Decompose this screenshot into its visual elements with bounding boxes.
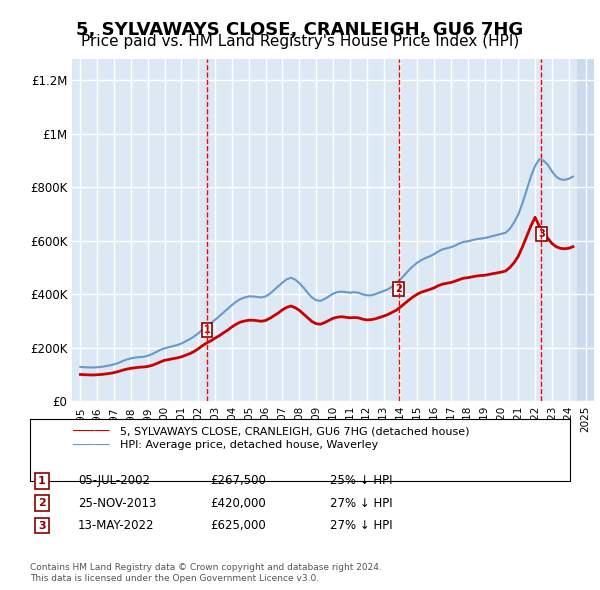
Text: £625,000: £625,000 bbox=[210, 519, 266, 532]
Text: £267,500: £267,500 bbox=[210, 474, 266, 487]
Text: 25% ↓ HPI: 25% ↓ HPI bbox=[330, 474, 392, 487]
Text: 1: 1 bbox=[38, 476, 46, 486]
Text: 3: 3 bbox=[38, 521, 46, 530]
Text: HPI: Average price, detached house, Waverley: HPI: Average price, detached house, Wave… bbox=[120, 441, 378, 450]
Text: 25-NOV-2013: 25-NOV-2013 bbox=[78, 497, 157, 510]
Text: Contains HM Land Registry data © Crown copyright and database right 2024.
This d: Contains HM Land Registry data © Crown c… bbox=[30, 563, 382, 583]
Text: 05-JUL-2002: 05-JUL-2002 bbox=[78, 474, 150, 487]
Text: 2: 2 bbox=[38, 499, 46, 508]
Text: 5, SYLVAWAYS CLOSE, CRANLEIGH, GU6 7HG: 5, SYLVAWAYS CLOSE, CRANLEIGH, GU6 7HG bbox=[76, 21, 524, 39]
Text: 2: 2 bbox=[395, 284, 402, 294]
Text: 5, SYLVAWAYS CLOSE, CRANLEIGH, GU6 7HG (detached house): 5, SYLVAWAYS CLOSE, CRANLEIGH, GU6 7HG (… bbox=[120, 427, 470, 437]
Text: 27% ↓ HPI: 27% ↓ HPI bbox=[330, 497, 392, 510]
Text: £420,000: £420,000 bbox=[210, 497, 266, 510]
Text: Price paid vs. HM Land Registry's House Price Index (HPI): Price paid vs. HM Land Registry's House … bbox=[81, 34, 519, 49]
Bar bbox=[577, 59, 594, 401]
Text: 27% ↓ HPI: 27% ↓ HPI bbox=[330, 519, 392, 532]
Text: 13-MAY-2022: 13-MAY-2022 bbox=[78, 519, 155, 532]
Text: ─────: ───── bbox=[72, 439, 110, 452]
Text: 1: 1 bbox=[203, 324, 210, 335]
Text: ─────: ───── bbox=[72, 425, 110, 438]
Text: 3: 3 bbox=[538, 229, 545, 239]
